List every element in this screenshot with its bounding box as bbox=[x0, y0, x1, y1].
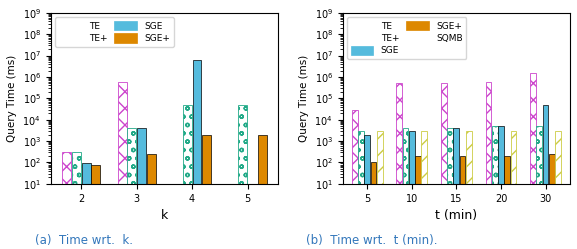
Bar bbox=[118, 82, 126, 184]
Bar bbox=[72, 152, 81, 184]
Y-axis label: Query Time (ms): Query Time (ms) bbox=[299, 55, 309, 142]
Bar bbox=[238, 105, 247, 184]
Bar bbox=[466, 131, 472, 184]
Bar bbox=[403, 128, 409, 184]
Bar bbox=[409, 131, 415, 184]
Bar bbox=[202, 135, 211, 184]
Bar bbox=[542, 105, 548, 184]
Bar bbox=[537, 126, 542, 184]
Bar bbox=[91, 165, 100, 184]
Bar bbox=[193, 60, 201, 184]
Bar bbox=[147, 154, 156, 184]
Bar bbox=[460, 156, 466, 184]
Bar bbox=[358, 131, 364, 184]
X-axis label: k: k bbox=[161, 209, 168, 222]
Text: (a)  Time wrt.  k.: (a) Time wrt. k. bbox=[35, 234, 133, 247]
Bar bbox=[81, 163, 91, 184]
Legend: TE, TE+, SGE, SGE+: TE, TE+, SGE, SGE+ bbox=[55, 17, 174, 47]
Bar bbox=[447, 128, 453, 184]
Bar bbox=[441, 83, 447, 184]
Bar bbox=[352, 110, 358, 184]
Bar bbox=[530, 73, 536, 184]
Bar bbox=[498, 126, 504, 184]
Text: (b)  Time wrt.  t (min).: (b) Time wrt. t (min). bbox=[306, 234, 438, 247]
Bar bbox=[486, 82, 492, 184]
X-axis label: t (min): t (min) bbox=[435, 209, 477, 222]
Bar bbox=[415, 156, 421, 184]
Bar bbox=[183, 105, 192, 184]
Bar bbox=[492, 126, 497, 184]
Bar bbox=[549, 154, 554, 184]
Bar bbox=[504, 156, 510, 184]
Bar bbox=[454, 128, 459, 184]
Bar bbox=[377, 131, 383, 184]
Bar bbox=[62, 152, 71, 184]
Legend: TE, TE+, SGE, SGE+, SQMB: TE, TE+, SGE, SGE+, SQMB bbox=[347, 17, 466, 59]
Bar bbox=[258, 135, 267, 184]
Bar bbox=[370, 162, 376, 184]
Bar bbox=[364, 135, 370, 184]
Y-axis label: Query Time (ms): Query Time (ms) bbox=[7, 55, 17, 142]
Bar bbox=[137, 128, 146, 184]
Bar bbox=[555, 131, 561, 184]
Bar bbox=[511, 131, 516, 184]
Bar bbox=[396, 83, 402, 184]
Bar bbox=[421, 131, 427, 184]
Bar bbox=[128, 128, 136, 184]
